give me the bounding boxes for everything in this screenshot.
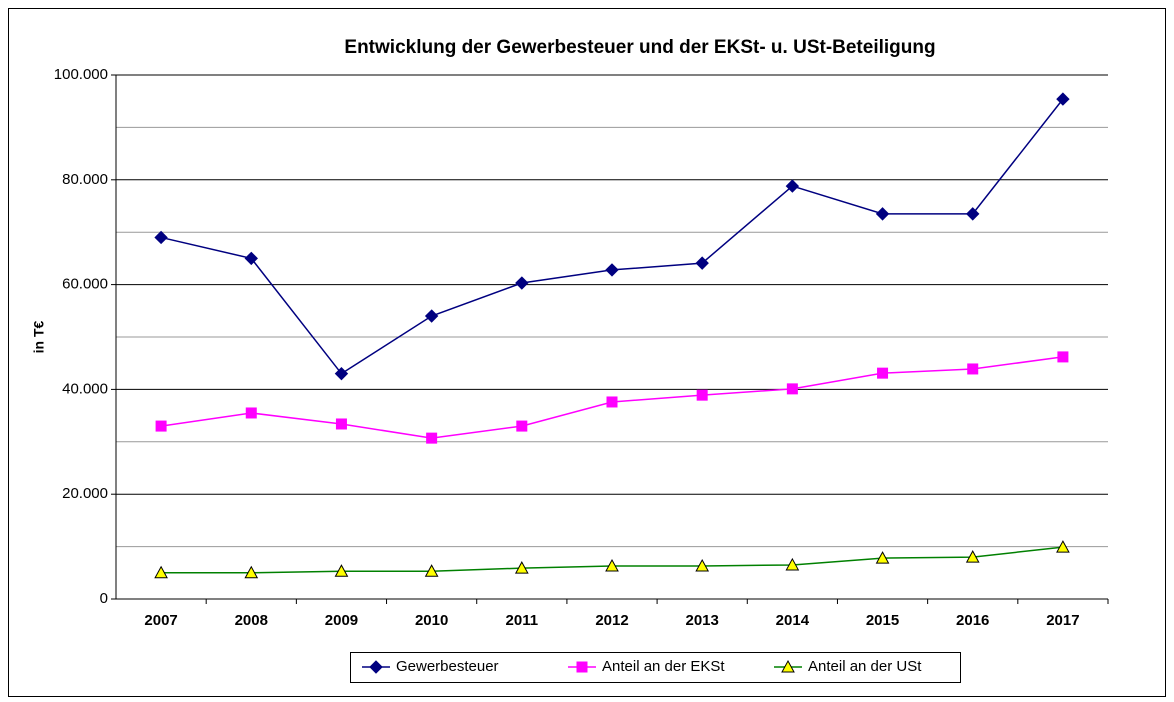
point <box>424 564 439 577</box>
x-tick-label: 2011 <box>506 612 539 629</box>
point <box>155 420 167 432</box>
y-tick-label: 20.000 <box>62 485 108 502</box>
x-tick-label: 2016 <box>956 612 989 629</box>
legend-label: Anteil an der EKSt <box>602 658 725 675</box>
y-tick-label: 0 <box>100 590 108 607</box>
point <box>335 418 347 430</box>
point <box>514 561 529 574</box>
x-tick-label: 2013 <box>685 612 718 629</box>
x-tick-label: 2010 <box>415 612 448 629</box>
point <box>154 230 168 245</box>
y-tick-label: 60.000 <box>62 276 108 293</box>
point <box>785 557 800 571</box>
point <box>786 383 798 395</box>
point <box>244 251 258 266</box>
point <box>244 565 259 579</box>
x-tick-label: 2009 <box>325 612 358 629</box>
point <box>875 207 890 221</box>
point <box>966 207 980 221</box>
point <box>1056 92 1070 106</box>
x-tick-label: 2014 <box>776 612 810 629</box>
legend-label: Gewerbesteuer <box>396 658 499 675</box>
point <box>154 565 168 579</box>
point <box>696 389 708 401</box>
point <box>967 363 979 375</box>
point <box>877 367 889 379</box>
y-axis-label: in T€ <box>31 320 47 353</box>
x-tick-label: 2012 <box>595 612 628 629</box>
point <box>695 558 710 572</box>
point <box>605 558 619 572</box>
x-tick-label: 2017 <box>1046 612 1079 629</box>
chart-border <box>8 8 1166 697</box>
x-tick-label: 2015 <box>866 612 899 629</box>
point <box>334 564 349 577</box>
x-tick-label: 2008 <box>235 612 268 629</box>
point <box>785 179 800 193</box>
point <box>605 263 619 277</box>
point <box>606 396 618 408</box>
y-tick-label: 80.000 <box>62 171 108 188</box>
point <box>875 551 890 564</box>
point <box>1057 351 1069 363</box>
point <box>245 407 257 419</box>
point <box>515 276 529 290</box>
legend-marker <box>781 659 795 673</box>
y-tick-label: 100.000 <box>54 66 108 83</box>
chart-title: Entwicklung der Gewerbesteuer und der EK… <box>344 37 935 58</box>
point <box>426 432 438 444</box>
point <box>334 366 349 381</box>
legend-label: Anteil an der USt <box>808 658 922 675</box>
point <box>516 420 528 432</box>
point <box>424 309 439 323</box>
y-tick-label: 40.000 <box>62 380 108 397</box>
legend-marker <box>369 660 383 674</box>
x-tick-label: 2007 <box>144 612 177 629</box>
point <box>695 256 709 270</box>
point <box>965 550 980 563</box>
legend-marker <box>576 661 588 673</box>
point <box>1056 540 1070 553</box>
legend <box>350 652 961 683</box>
